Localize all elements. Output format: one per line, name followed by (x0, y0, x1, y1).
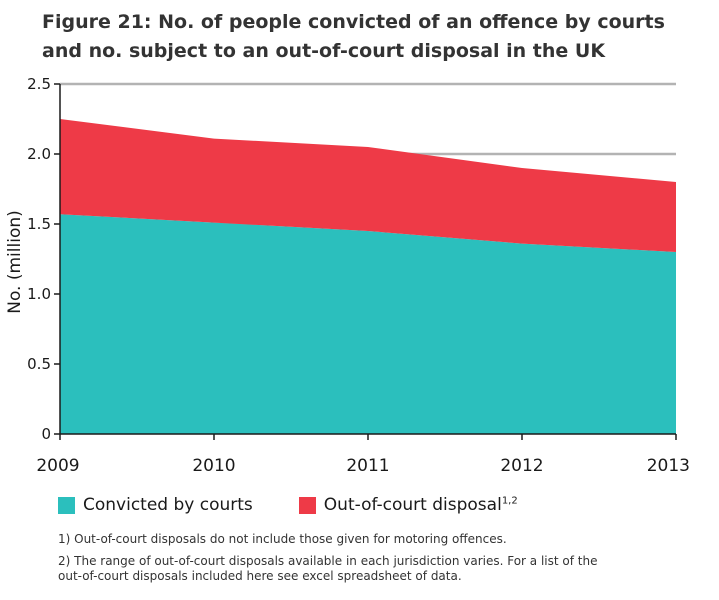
plot-areas (60, 119, 676, 434)
legend-label-out-of-court: Out-of-court disposal1,2 (324, 495, 518, 515)
y-tick-label-2.0: 2.0 (27, 145, 51, 163)
x-tick-label-2013: 2013 (647, 456, 690, 476)
footnote-1: 1) Out-of-court disposals do not include… (58, 532, 507, 546)
footnote-2: 2) The range of out-of-court disposals a… (58, 554, 598, 583)
legend-label-convicted: Convicted by courts (83, 495, 253, 515)
legend-item-out-of-court: Out-of-court disposal1,2 (298, 495, 518, 515)
x-tick-label-2012: 2012 (500, 456, 543, 476)
legend-superscript: 1,2 (501, 495, 518, 507)
legend-item-convicted: Convicted by courts (58, 495, 253, 515)
y-tick-label-0: 0 (41, 425, 51, 443)
x-tick-label-2011: 2011 (346, 456, 389, 476)
chart-svg: 0 0.5 1.0 1.5 2.0 2.5 2009 2010 2011 2012 2013 No.… (5, 75, 690, 476)
chart-title: Figure 21: No. of people convicted of an… (42, 11, 665, 62)
legend: Convicted by courts Out-of-court disposa… (58, 492, 564, 518)
legend-label-out-of-court-text: Out-of-court disposal (323, 495, 502, 515)
y-tick-label-1.0: 1.0 (27, 285, 51, 303)
y-tick-label-1.5: 1.5 (27, 215, 51, 233)
y-tick-label-0.5: 0.5 (27, 355, 51, 373)
area-out-of-court-disposal (60, 119, 676, 252)
area-convicted-by-courts (60, 214, 676, 434)
y-axis-label: No. (million) (5, 210, 25, 314)
axes: 0 0.5 1.0 1.5 2.0 2.5 2009 2010 2011 2012 2013 (27, 75, 690, 476)
x-tick-label-2009: 2009 (36, 456, 79, 476)
legend-swatch-convicted (58, 496, 75, 514)
footnotes: 1) Out-of-court disposals do not include… (58, 532, 658, 591)
x-tick-label-2010: 2010 (192, 456, 235, 476)
legend-swatch-out-of-court (298, 496, 316, 514)
y-tick-label-2.5: 2.5 (27, 75, 51, 93)
